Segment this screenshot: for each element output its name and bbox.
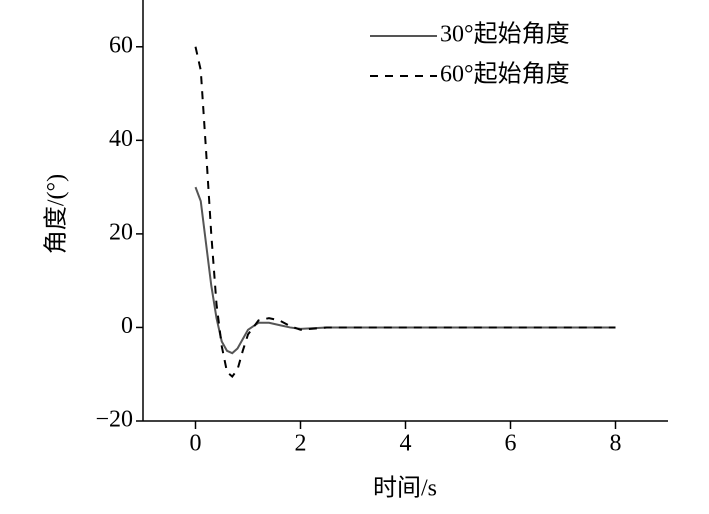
legend-label: 60°起始角度	[440, 61, 570, 88]
x-tick-label: 6	[505, 431, 517, 457]
y-tick-label: −20	[95, 407, 133, 433]
y-tick-label: 40	[109, 126, 133, 152]
y-tick-label: 60	[109, 32, 133, 58]
legend-label: 30°起始角度	[440, 21, 570, 48]
x-tick-label: 4	[400, 431, 412, 457]
x-tick-label: 0	[190, 431, 202, 457]
y-axis-label: 角度/(°)	[43, 174, 70, 254]
x-tick-label: 8	[610, 431, 622, 457]
y-tick-label: 0	[121, 313, 133, 339]
y-tick-label: 20	[109, 219, 133, 245]
data-line	[194, 46, 616, 379]
x-axis-label: 时间/s	[373, 475, 437, 502]
data-line	[194, 186, 616, 355]
x-tick-label: 2	[295, 431, 307, 457]
